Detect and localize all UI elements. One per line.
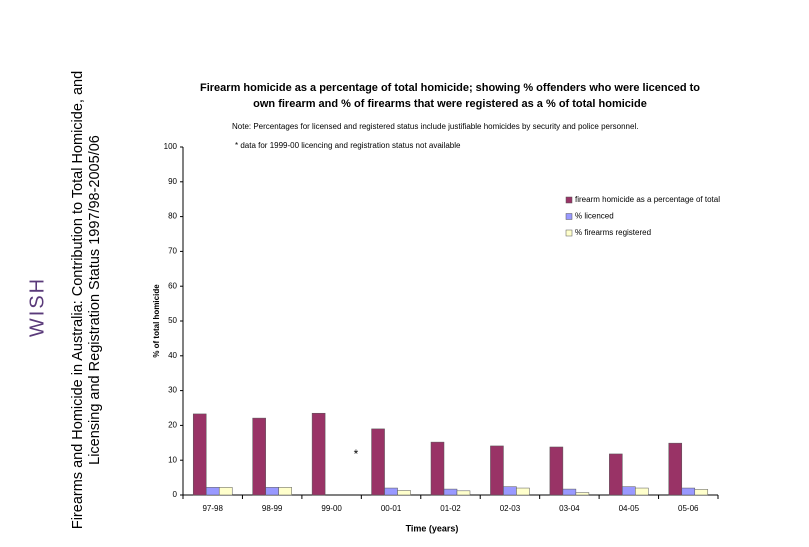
- bar: [278, 487, 292, 496]
- bar: [490, 445, 504, 496]
- bar: [456, 490, 471, 496]
- x-tick-label: 98-99: [262, 504, 283, 513]
- x-tick-label: 01-02: [440, 504, 461, 513]
- chart-title-box: Firearm homicide as a percentage of tota…: [200, 82, 700, 110]
- logo: WISH: [26, 277, 48, 337]
- x-tick-label: 99-00: [321, 504, 342, 513]
- bar: [218, 487, 233, 496]
- bar: [430, 441, 445, 496]
- bar: [252, 417, 266, 496]
- x-axis-label: Time (years): [406, 523, 459, 533]
- legend-swatch: [565, 213, 573, 220]
- y-tick-label: 90: [168, 177, 177, 186]
- x-tick-label: 00-01: [381, 504, 402, 513]
- y-tick-label: 50: [168, 316, 177, 325]
- y-tick-label: 80: [168, 212, 177, 221]
- y-tick-label: 20: [168, 421, 177, 430]
- y-axis-label: % of total homicide: [152, 284, 161, 358]
- x-tick-label: 97-98: [202, 504, 223, 513]
- y-tick-label: 40: [168, 351, 177, 360]
- x-tick-label: 04-05: [619, 504, 640, 513]
- bar: [205, 487, 220, 496]
- bar: [549, 446, 564, 496]
- chart-title: Firearm homicide as a percentage of tota…: [200, 82, 700, 110]
- bar: [668, 442, 683, 496]
- bar: [397, 490, 411, 496]
- x-tick-label: 03-04: [559, 504, 580, 513]
- bar: [622, 486, 636, 496]
- y-tick-label: 30: [168, 386, 177, 395]
- bar: [443, 488, 458, 496]
- chart-footnote: * data for 1999-00 licencing and registr…: [235, 141, 461, 150]
- slide-title-box: Firearms and Homicide in Australia: Cont…: [70, 70, 103, 530]
- slide-title: Firearms and Homicide in Australia: Cont…: [70, 70, 103, 530]
- y-tick-label: 10: [168, 455, 177, 464]
- chart-note: Note: Percentages for licensed and regis…: [232, 122, 638, 131]
- bar: [371, 428, 385, 496]
- bar: [265, 487, 279, 496]
- bar: [635, 487, 649, 496]
- y-tick-label: 70: [168, 247, 177, 256]
- bar: [384, 487, 398, 496]
- x-tick-label: 02-03: [500, 504, 521, 513]
- bar: [562, 488, 577, 496]
- bar: [311, 412, 326, 496]
- legend-swatch: [565, 196, 573, 204]
- y-tick-label: 0: [173, 490, 178, 499]
- x-tick-label: 05-06: [678, 504, 699, 513]
- bar: [192, 413, 207, 496]
- legend-swatch: [565, 229, 573, 237]
- bar: [575, 492, 590, 496]
- bar: [609, 453, 623, 496]
- legend-label: % licenced: [575, 212, 614, 221]
- legend-label: firearm homicide as a percentage of tota…: [575, 195, 720, 204]
- bar: [694, 489, 709, 496]
- bar: [681, 487, 696, 496]
- legend-label: % firearms registered: [575, 228, 651, 237]
- y-tick-label: 100: [164, 142, 178, 151]
- bar: [503, 486, 517, 496]
- bar: [516, 487, 530, 496]
- annotation: *: [354, 447, 359, 461]
- y-tick-label: 60: [168, 281, 177, 290]
